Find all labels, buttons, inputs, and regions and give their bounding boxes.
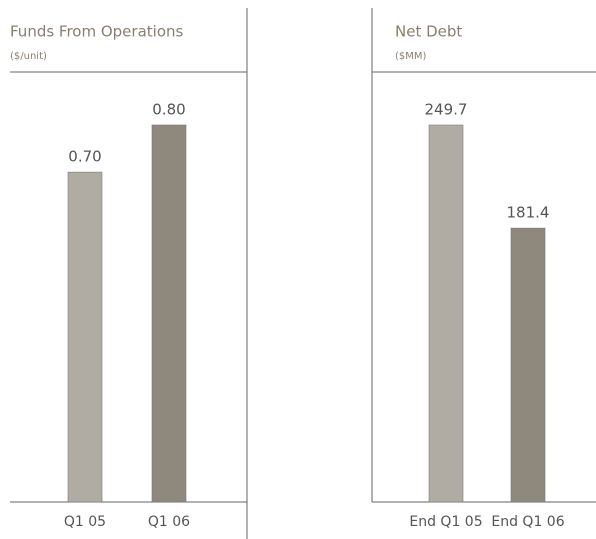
bar xyxy=(428,124,464,503)
value-label: 181.4 xyxy=(507,204,550,222)
category-label: Q1 06 xyxy=(148,514,190,530)
category-label: End Q1 05 xyxy=(409,514,482,530)
chart-title: Funds From Operations xyxy=(10,23,184,41)
chart-subtitle: ($MM) xyxy=(395,51,427,62)
bar xyxy=(510,227,546,503)
value-label: 0.70 xyxy=(68,148,101,166)
category-label: End Q1 06 xyxy=(491,514,564,530)
chart-subtitle: ($/unit) xyxy=(10,51,47,62)
value-label: 0.80 xyxy=(152,101,185,119)
category-label: Q1 05 xyxy=(64,514,106,530)
bar xyxy=(67,171,103,503)
bar xyxy=(151,124,187,503)
chart-title: Net Debt xyxy=(395,23,462,41)
value-label: 249.7 xyxy=(425,101,468,119)
